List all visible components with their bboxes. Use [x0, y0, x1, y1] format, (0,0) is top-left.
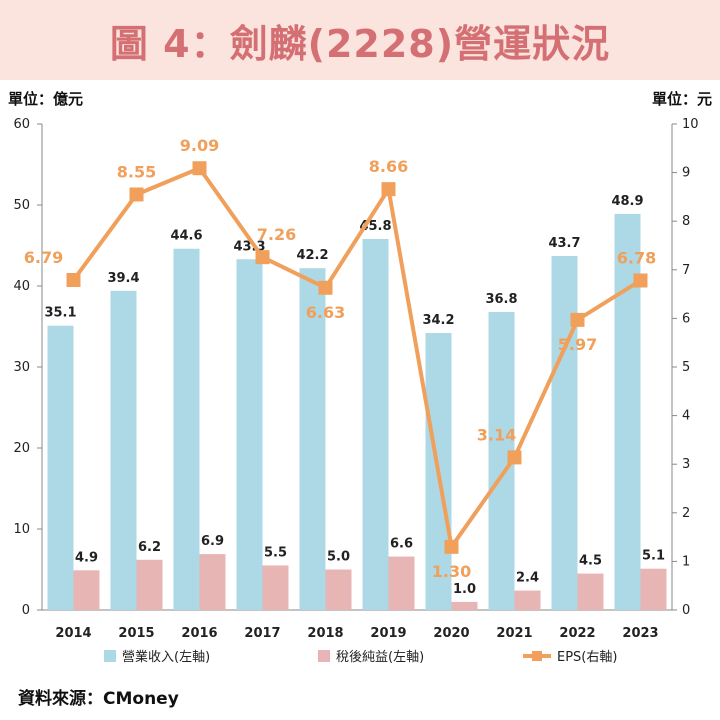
left-tick-label: 60 — [13, 117, 30, 132]
net-income-bar — [514, 590, 541, 610]
eps-marker — [129, 187, 144, 202]
revenue-value-label: 48.9 — [611, 194, 643, 209]
eps-marker — [66, 273, 81, 288]
eps-value-label: 6.63 — [306, 303, 345, 322]
net-income-value-label: 6.9 — [201, 534, 224, 549]
net-income-value-label: 5.1 — [642, 549, 665, 564]
revenue-bar — [551, 256, 578, 610]
x-tick-label: 2021 — [496, 626, 532, 641]
net-income-value-label: 5.5 — [264, 545, 287, 560]
eps-value-label: 1.30 — [432, 562, 471, 581]
net-income-bar — [640, 568, 667, 610]
net-income-bar — [73, 570, 100, 610]
revenue-bar — [236, 259, 263, 610]
right-axis-unit: 單位：元 — [651, 90, 712, 108]
x-tick-label: 2014 — [55, 626, 91, 641]
eps-value-label: 8.66 — [369, 157, 408, 176]
legend-label: 稅後純益(左軸) — [336, 650, 424, 665]
x-tick-label: 2016 — [181, 626, 217, 641]
x-tick-label: 2020 — [433, 626, 469, 641]
eps-marker — [255, 250, 270, 265]
x-tick-label: 2015 — [118, 626, 154, 641]
right-tick-label: 10 — [682, 117, 699, 132]
net-income-bar — [577, 573, 604, 610]
net-income-bar — [325, 569, 352, 610]
right-tick-label: 6 — [682, 311, 690, 326]
eps-value-label: 5.97 — [558, 335, 597, 354]
eps-marker — [570, 312, 585, 327]
net-income-value-label: 1.0 — [453, 582, 476, 597]
eps-value-label: 6.78 — [617, 248, 656, 267]
right-tick-label: 2 — [682, 506, 690, 521]
right-tick-label: 7 — [682, 263, 690, 278]
left-tick-label: 30 — [13, 360, 30, 375]
eps-marker — [192, 161, 207, 176]
chart-title: 圖 4：劍麟(2228)營運狀況 — [109, 21, 611, 66]
net-income-bar — [136, 559, 163, 610]
revenue-value-label: 43.7 — [548, 236, 580, 251]
net-income-bar — [262, 565, 289, 610]
eps-marker — [633, 273, 648, 288]
revenue-value-label: 44.6 — [170, 229, 202, 244]
eps-value-label: 8.55 — [117, 162, 156, 181]
revenue-bar — [47, 325, 74, 610]
x-tick-label: 2019 — [370, 626, 406, 641]
x-tick-label: 2017 — [244, 626, 280, 641]
right-tick-label: 3 — [682, 457, 690, 472]
left-tick-label: 40 — [13, 279, 30, 294]
right-tick-label: 5 — [682, 360, 690, 375]
legend-swatch-marker — [532, 651, 542, 661]
eps-line — [71, 166, 642, 549]
x-tick-label: 2023 — [622, 626, 658, 641]
net-income-value-label: 4.5 — [579, 554, 602, 569]
net-income-value-label: 4.9 — [75, 550, 98, 565]
legend-swatch — [104, 650, 116, 662]
net-income-value-label: 6.6 — [390, 537, 413, 552]
left-tick-label: 0 — [22, 603, 30, 618]
revenue-value-label: 42.2 — [296, 248, 328, 263]
legend-label: EPS(右軸) — [557, 650, 617, 665]
net-income-value-label: 5.0 — [327, 550, 350, 565]
eps-marker — [381, 182, 396, 197]
left-axis-unit: 單位：億元 — [8, 90, 84, 108]
revenue-value-label: 34.2 — [422, 313, 454, 328]
left-tick-label: 10 — [13, 522, 30, 537]
net-income-value-label: 2.4 — [516, 571, 539, 586]
revenue-value-label: 35.1 — [44, 306, 76, 321]
x-tick-label: 2018 — [307, 626, 343, 641]
eps-value-label: 6.79 — [24, 248, 63, 267]
net-income-bar — [388, 556, 415, 610]
legend-label: 營業收入(左軸) — [122, 649, 210, 665]
revenue-bar — [173, 248, 200, 611]
legend-swatch — [318, 650, 330, 662]
source-note: 資料來源：CMoney — [18, 689, 179, 709]
eps-value-label: 3.14 — [477, 425, 516, 444]
title-bar: 圖 4：劍麟(2228)營運狀況 — [0, 0, 720, 80]
right-tick-label: 4 — [682, 409, 690, 424]
eps-value-label: 7.26 — [257, 225, 296, 244]
revenue-bar — [110, 290, 137, 610]
eps-marker — [444, 539, 459, 554]
right-tick-label: 1 — [682, 554, 690, 569]
right-tick-label: 8 — [682, 214, 690, 229]
net-income-bar — [451, 601, 478, 610]
net-income-bar — [199, 554, 226, 610]
x-tick-label: 2022 — [559, 626, 595, 641]
eps-marker — [318, 280, 333, 295]
revenue-bar — [614, 213, 641, 610]
eps-value-label: 9.09 — [180, 136, 219, 155]
revenue-value-label: 39.4 — [107, 271, 139, 286]
left-tick-label: 20 — [13, 441, 30, 456]
eps-marker — [507, 450, 522, 465]
right-tick-label: 9 — [682, 166, 690, 181]
net-income-value-label: 6.2 — [138, 540, 161, 555]
left-tick-label: 50 — [13, 198, 30, 213]
right-tick-label: 0 — [682, 603, 690, 618]
revenue-bar — [362, 239, 389, 610]
revenue-value-label: 36.8 — [485, 292, 517, 307]
revenue-bar — [299, 268, 326, 610]
